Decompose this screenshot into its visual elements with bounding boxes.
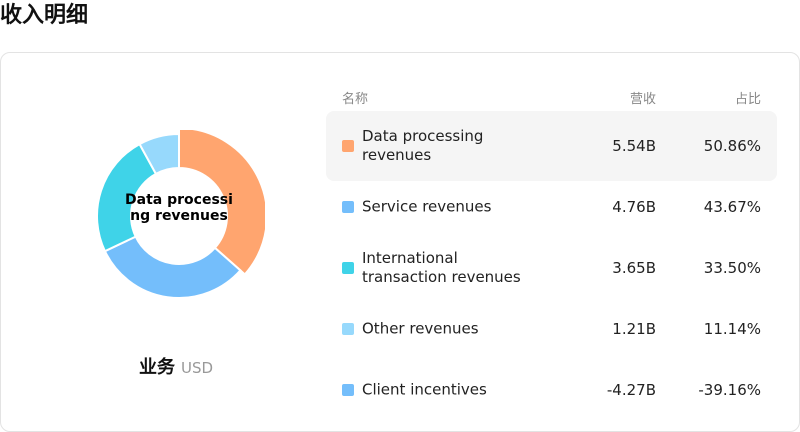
row-name: Other revenues bbox=[362, 319, 479, 338]
row-revenue: -4.27B bbox=[606, 381, 656, 399]
table-header: 名称 营收 占比 bbox=[326, 81, 777, 111]
revenue-table: 名称 营收 占比 Data processing revenues 5.54B … bbox=[326, 81, 777, 416]
revenue-breakdown-card: Data processing revenues 业务 USD 名称 营收 占比 … bbox=[0, 52, 800, 432]
header-revenue: 营收 bbox=[629, 92, 656, 107]
table-row[interactable]: Client incentives -4.27B -39.16% bbox=[326, 355, 777, 425]
currency-unit: USD bbox=[180, 359, 214, 377]
row-name: Service revenues bbox=[362, 197, 492, 216]
table-row[interactable]: International transaction revenues 3.65B… bbox=[326, 233, 777, 303]
donut-svg bbox=[96, 130, 265, 299]
row-share: 33.50% bbox=[703, 259, 761, 277]
row-revenue: 1.21B bbox=[612, 320, 656, 338]
donut-slice[interactable] bbox=[103, 235, 242, 299]
row-name: Data processing revenues bbox=[362, 127, 484, 164]
legend-swatch bbox=[342, 140, 354, 152]
segment-label: 业务 USD bbox=[1, 353, 351, 379]
legend-swatch bbox=[342, 262, 354, 274]
legend-swatch bbox=[342, 201, 354, 213]
row-share: 50.86% bbox=[703, 137, 761, 155]
donut-center-label: Data processing revenues bbox=[125, 192, 233, 224]
table-row[interactable]: Data processing revenues 5.54B 50.86% bbox=[326, 111, 777, 181]
legend-swatch bbox=[342, 384, 354, 396]
row-revenue: 4.76B bbox=[612, 198, 656, 216]
row-share: 11.14% bbox=[703, 320, 761, 338]
row-revenue: 5.54B bbox=[612, 137, 656, 155]
row-share: -39.16% bbox=[698, 381, 761, 399]
row-revenue: 3.65B bbox=[612, 259, 656, 277]
donut-slice[interactable] bbox=[178, 130, 265, 276]
legend-swatch bbox=[342, 323, 354, 335]
donut-slice[interactable] bbox=[138, 132, 180, 176]
row-name: Client incentives bbox=[362, 380, 487, 399]
donut-chart: Data processing revenues bbox=[93, 130, 265, 302]
page-title: 收入明细 bbox=[0, 3, 89, 28]
header-share: 占比 bbox=[734, 92, 761, 107]
table-row[interactable]: Service revenues 4.76B 43.67% bbox=[326, 172, 777, 242]
segment-name: 业务 bbox=[138, 357, 175, 378]
row-share: 43.67% bbox=[703, 198, 761, 216]
table-row[interactable]: Other revenues 1.21B 11.14% bbox=[326, 294, 777, 364]
header-name: 名称 bbox=[342, 92, 369, 107]
row-name: International transaction revenues bbox=[362, 249, 521, 286]
